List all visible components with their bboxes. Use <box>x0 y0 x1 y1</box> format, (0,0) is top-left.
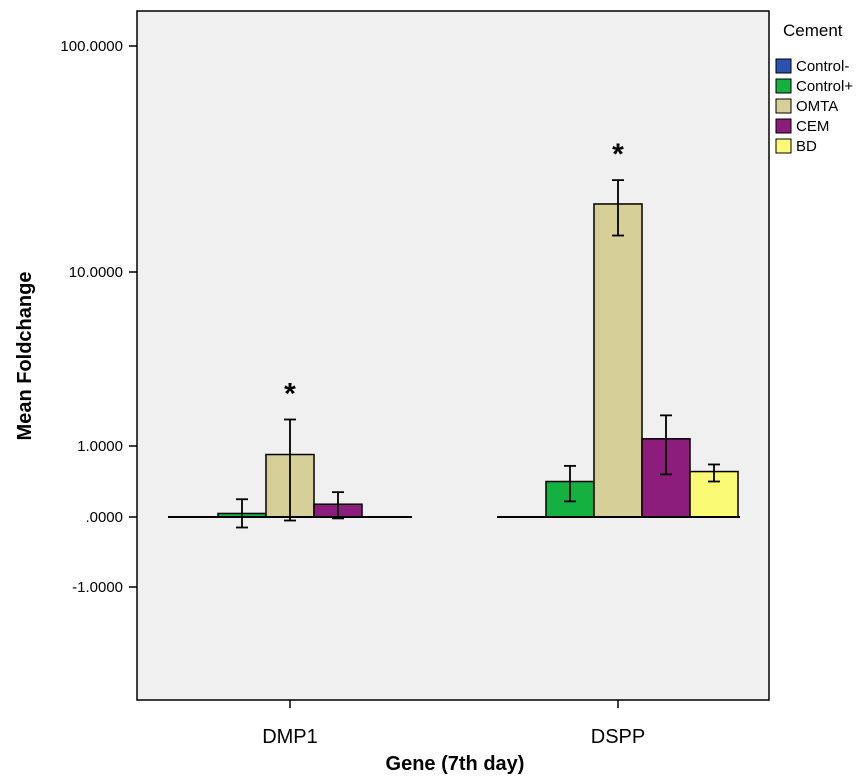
y-axis-title: Mean Foldchange <box>14 272 36 441</box>
legend: Cement Control- Control+ OMTA CEM BD <box>775 21 853 155</box>
legend-swatch <box>775 138 792 154</box>
y-tick-label: 1.0000 <box>77 438 123 455</box>
significance-marker: * <box>612 138 624 171</box>
legend-label: OMTA <box>796 98 838 115</box>
plot-area <box>136 10 770 701</box>
legend-label: BD <box>796 138 817 155</box>
legend-label: Control- <box>796 58 849 75</box>
y-tick-label: 10.0000 <box>69 264 123 281</box>
legend-swatch <box>775 78 792 94</box>
legend-label: CEM <box>796 118 829 135</box>
legend-label: Control+ <box>796 78 853 95</box>
error-bars <box>236 179 720 529</box>
y-axis: 100.0000 10.0000 1.0000 .0000 -1.0000 <box>60 38 137 596</box>
legend-title: Cement <box>783 21 843 40</box>
legend-swatch <box>775 98 792 114</box>
bar <box>593 203 643 518</box>
legend-swatch <box>775 118 792 134</box>
x-tick-label: DMP1 <box>262 726 318 748</box>
x-tick-label: DSPP <box>591 726 645 748</box>
x-axis-title: Gene (7th day) <box>386 753 525 775</box>
annotations: ** <box>284 138 624 410</box>
legend-swatch <box>775 58 792 74</box>
y-tick-label: -1.0000 <box>72 579 123 596</box>
x-axis: DMP1 DSPP <box>262 700 645 748</box>
significance-marker: * <box>284 378 296 411</box>
y-tick-label: 100.0000 <box>60 38 123 55</box>
y-tick-label: .0000 <box>85 509 123 526</box>
